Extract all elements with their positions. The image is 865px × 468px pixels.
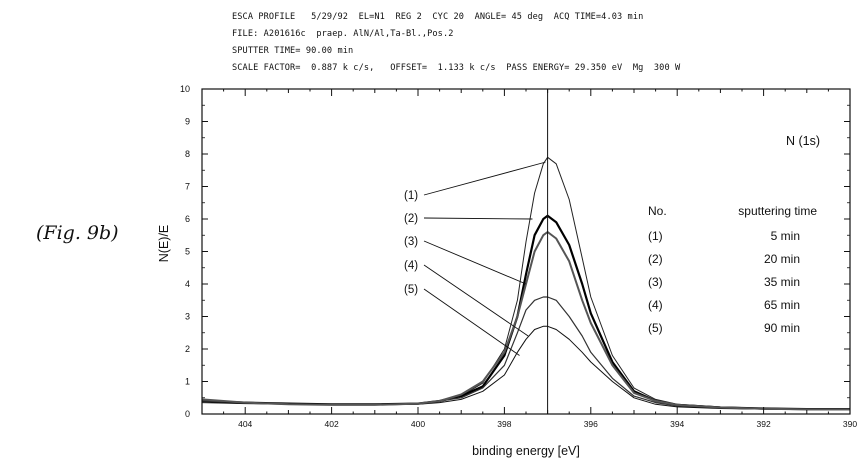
plot-frame: [201, 88, 851, 415]
series-callout-leader: [423, 240, 527, 285]
series-callout-label: (3): [404, 236, 418, 248]
legend-entry-no: (2): [648, 252, 663, 266]
legend-entry-no: (3): [648, 275, 663, 289]
x-tick-label: 394: [670, 419, 684, 429]
x-tick-label: 404: [238, 419, 252, 429]
series-callout-leader: [423, 161, 546, 196]
y-tick-label: 2: [185, 344, 190, 354]
series-callout-label: (1): [404, 190, 418, 202]
legend-entry-time: 20 min: [764, 252, 800, 266]
y-tick-label: 8: [185, 149, 190, 159]
figure-label: (Fig. 9b): [36, 222, 119, 244]
y-tick-label: 7: [185, 182, 190, 192]
header-line-4: SCALE FACTOR= 0.887 k c/s, OFFSET= 1.133…: [232, 63, 681, 73]
y-tick-label: 0: [185, 409, 190, 419]
legend-entry-time: 5 min: [771, 229, 800, 243]
legend-entry-time: 35 min: [764, 275, 800, 289]
header-line-3: SPUTTER TIME= 90.00 min: [232, 46, 354, 56]
chart-title: N (1s): [786, 134, 820, 148]
x-tick-label: 396: [584, 419, 598, 429]
legend-header-no: No.: [648, 204, 667, 218]
legend-entry-no: (1): [648, 229, 663, 243]
x-axis-label: binding energy [eV]: [472, 444, 580, 458]
series-callout-label: (4): [404, 260, 418, 272]
y-tick-label: 4: [185, 279, 190, 289]
y-tick-label: 3: [185, 312, 190, 322]
y-tick-label: 6: [185, 214, 190, 224]
header-line-2: FILE: A201616c praep. AlN/Al,Ta-Bl.,Pos.…: [232, 29, 454, 39]
x-tick-label: 390: [843, 419, 857, 429]
legend-entry-no: (5): [648, 321, 663, 335]
y-tick-label: 9: [185, 117, 190, 127]
series-line-4: [201, 325, 850, 410]
header-line-1: ESCA PROFILE 5/29/92 EL=N1 REG 2 CYC 20 …: [232, 12, 644, 22]
y-tick-label: 1: [185, 377, 190, 387]
y-tick-label: 5: [185, 247, 190, 257]
legend-entry-time: 65 min: [764, 298, 800, 312]
y-tick-label: 10: [180, 84, 190, 94]
series-callout-label: (2): [404, 213, 418, 225]
series-callout-leader: [423, 217, 533, 220]
legend-entry-no: (4): [648, 298, 663, 312]
series-callout-leader: [423, 288, 520, 356]
series-callout-label: (5): [404, 284, 418, 296]
x-tick-label: 402: [325, 419, 339, 429]
x-tick-label: 398: [497, 419, 511, 429]
series-callout-leader: [423, 264, 529, 337]
y-axis-label: N(E)/E: [157, 225, 171, 263]
legend-entry-time: 90 min: [764, 321, 800, 335]
legend-header-time: sputtering time: [738, 204, 817, 218]
x-tick-label: 400: [411, 419, 425, 429]
series-line-5: [201, 231, 850, 411]
series-line-3: [201, 296, 850, 410]
x-tick-label: 392: [757, 419, 771, 429]
